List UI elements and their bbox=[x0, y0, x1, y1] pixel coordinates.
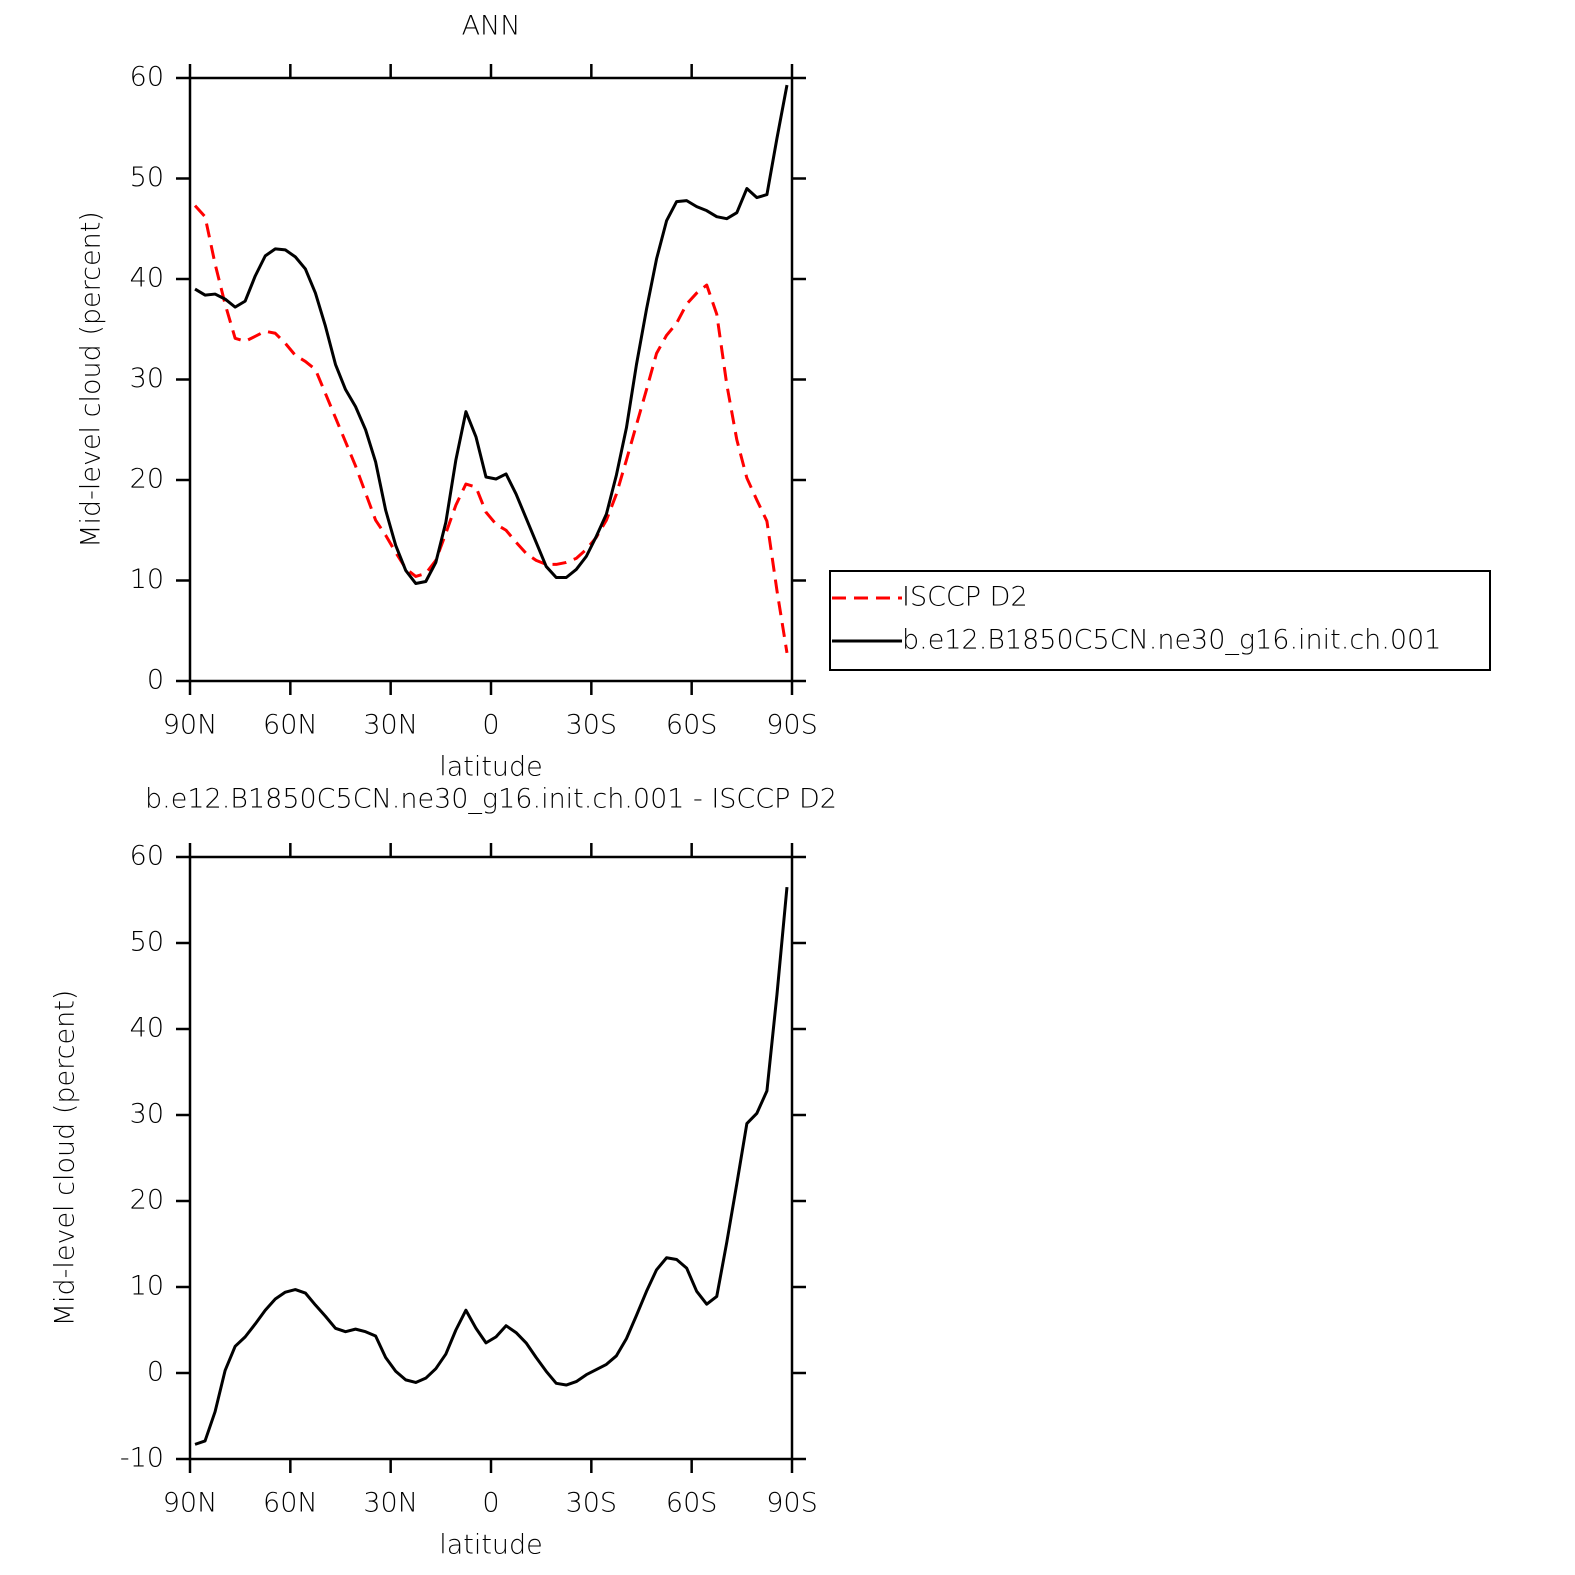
plot-frame bbox=[188, 76, 794, 683]
y-tick-label: 0 bbox=[147, 1357, 164, 1388]
x-tick-label: 60S bbox=[666, 710, 718, 741]
x-tick-label: 90S bbox=[766, 1488, 818, 1519]
x-axis-label: latitude bbox=[439, 1530, 543, 1561]
legend-label: b.e12.B1850C5CN.ne30_g16.init.ch.001 bbox=[902, 625, 1441, 656]
y-tick-label: 30 bbox=[130, 363, 164, 394]
legend-label: ISCCP D2 bbox=[902, 582, 1028, 613]
x-tick-label: 30S bbox=[566, 1488, 618, 1519]
y-tick-label: 50 bbox=[130, 927, 164, 958]
series-line bbox=[194, 84, 789, 586]
chart-title: ANN bbox=[462, 11, 521, 42]
x-axis-label: latitude bbox=[439, 752, 543, 783]
y-tick-label: 40 bbox=[130, 1013, 164, 1044]
x-tick-label: 30N bbox=[363, 710, 418, 741]
y-tick-label: -10 bbox=[120, 1443, 164, 1474]
y-tick-label: 10 bbox=[130, 1271, 164, 1302]
y-tick-label: 60 bbox=[130, 841, 164, 872]
x-tick-label: 60N bbox=[263, 1488, 318, 1519]
y-tick-label: 0 bbox=[147, 665, 164, 696]
chart-title: b.e12.B1850C5CN.ne30_g16.init.ch.001 - I… bbox=[145, 784, 837, 815]
y-axis-label: Mid-level cloud (percent) bbox=[50, 990, 81, 1327]
y-tick-label: 20 bbox=[130, 464, 164, 495]
x-tick-label: 90S bbox=[766, 710, 818, 741]
y-tick-label: 30 bbox=[130, 1099, 164, 1130]
y-tick-label: 50 bbox=[130, 162, 164, 193]
y-tick-label: 10 bbox=[130, 564, 164, 595]
plot-frame bbox=[188, 855, 794, 1461]
x-tick-label: 30N bbox=[363, 1488, 418, 1519]
x-tick-label: 90N bbox=[163, 710, 218, 741]
series-line bbox=[194, 886, 789, 1446]
x-tick-label: 60N bbox=[263, 710, 318, 741]
x-tick-label: 0 bbox=[482, 1488, 499, 1519]
x-tick-label: 60S bbox=[666, 1488, 718, 1519]
x-tick-label: 0 bbox=[482, 710, 499, 741]
x-tick-label: 30S bbox=[566, 710, 618, 741]
y-tick-label: 60 bbox=[130, 62, 164, 93]
y-tick-label: 40 bbox=[130, 263, 164, 294]
x-tick-label: 90N bbox=[163, 1488, 218, 1519]
y-tick-label: 20 bbox=[130, 1185, 164, 1216]
legend-box bbox=[829, 570, 1491, 671]
y-axis-label: Mid-level cloud (percent) bbox=[76, 211, 107, 548]
series-line bbox=[193, 204, 789, 654]
